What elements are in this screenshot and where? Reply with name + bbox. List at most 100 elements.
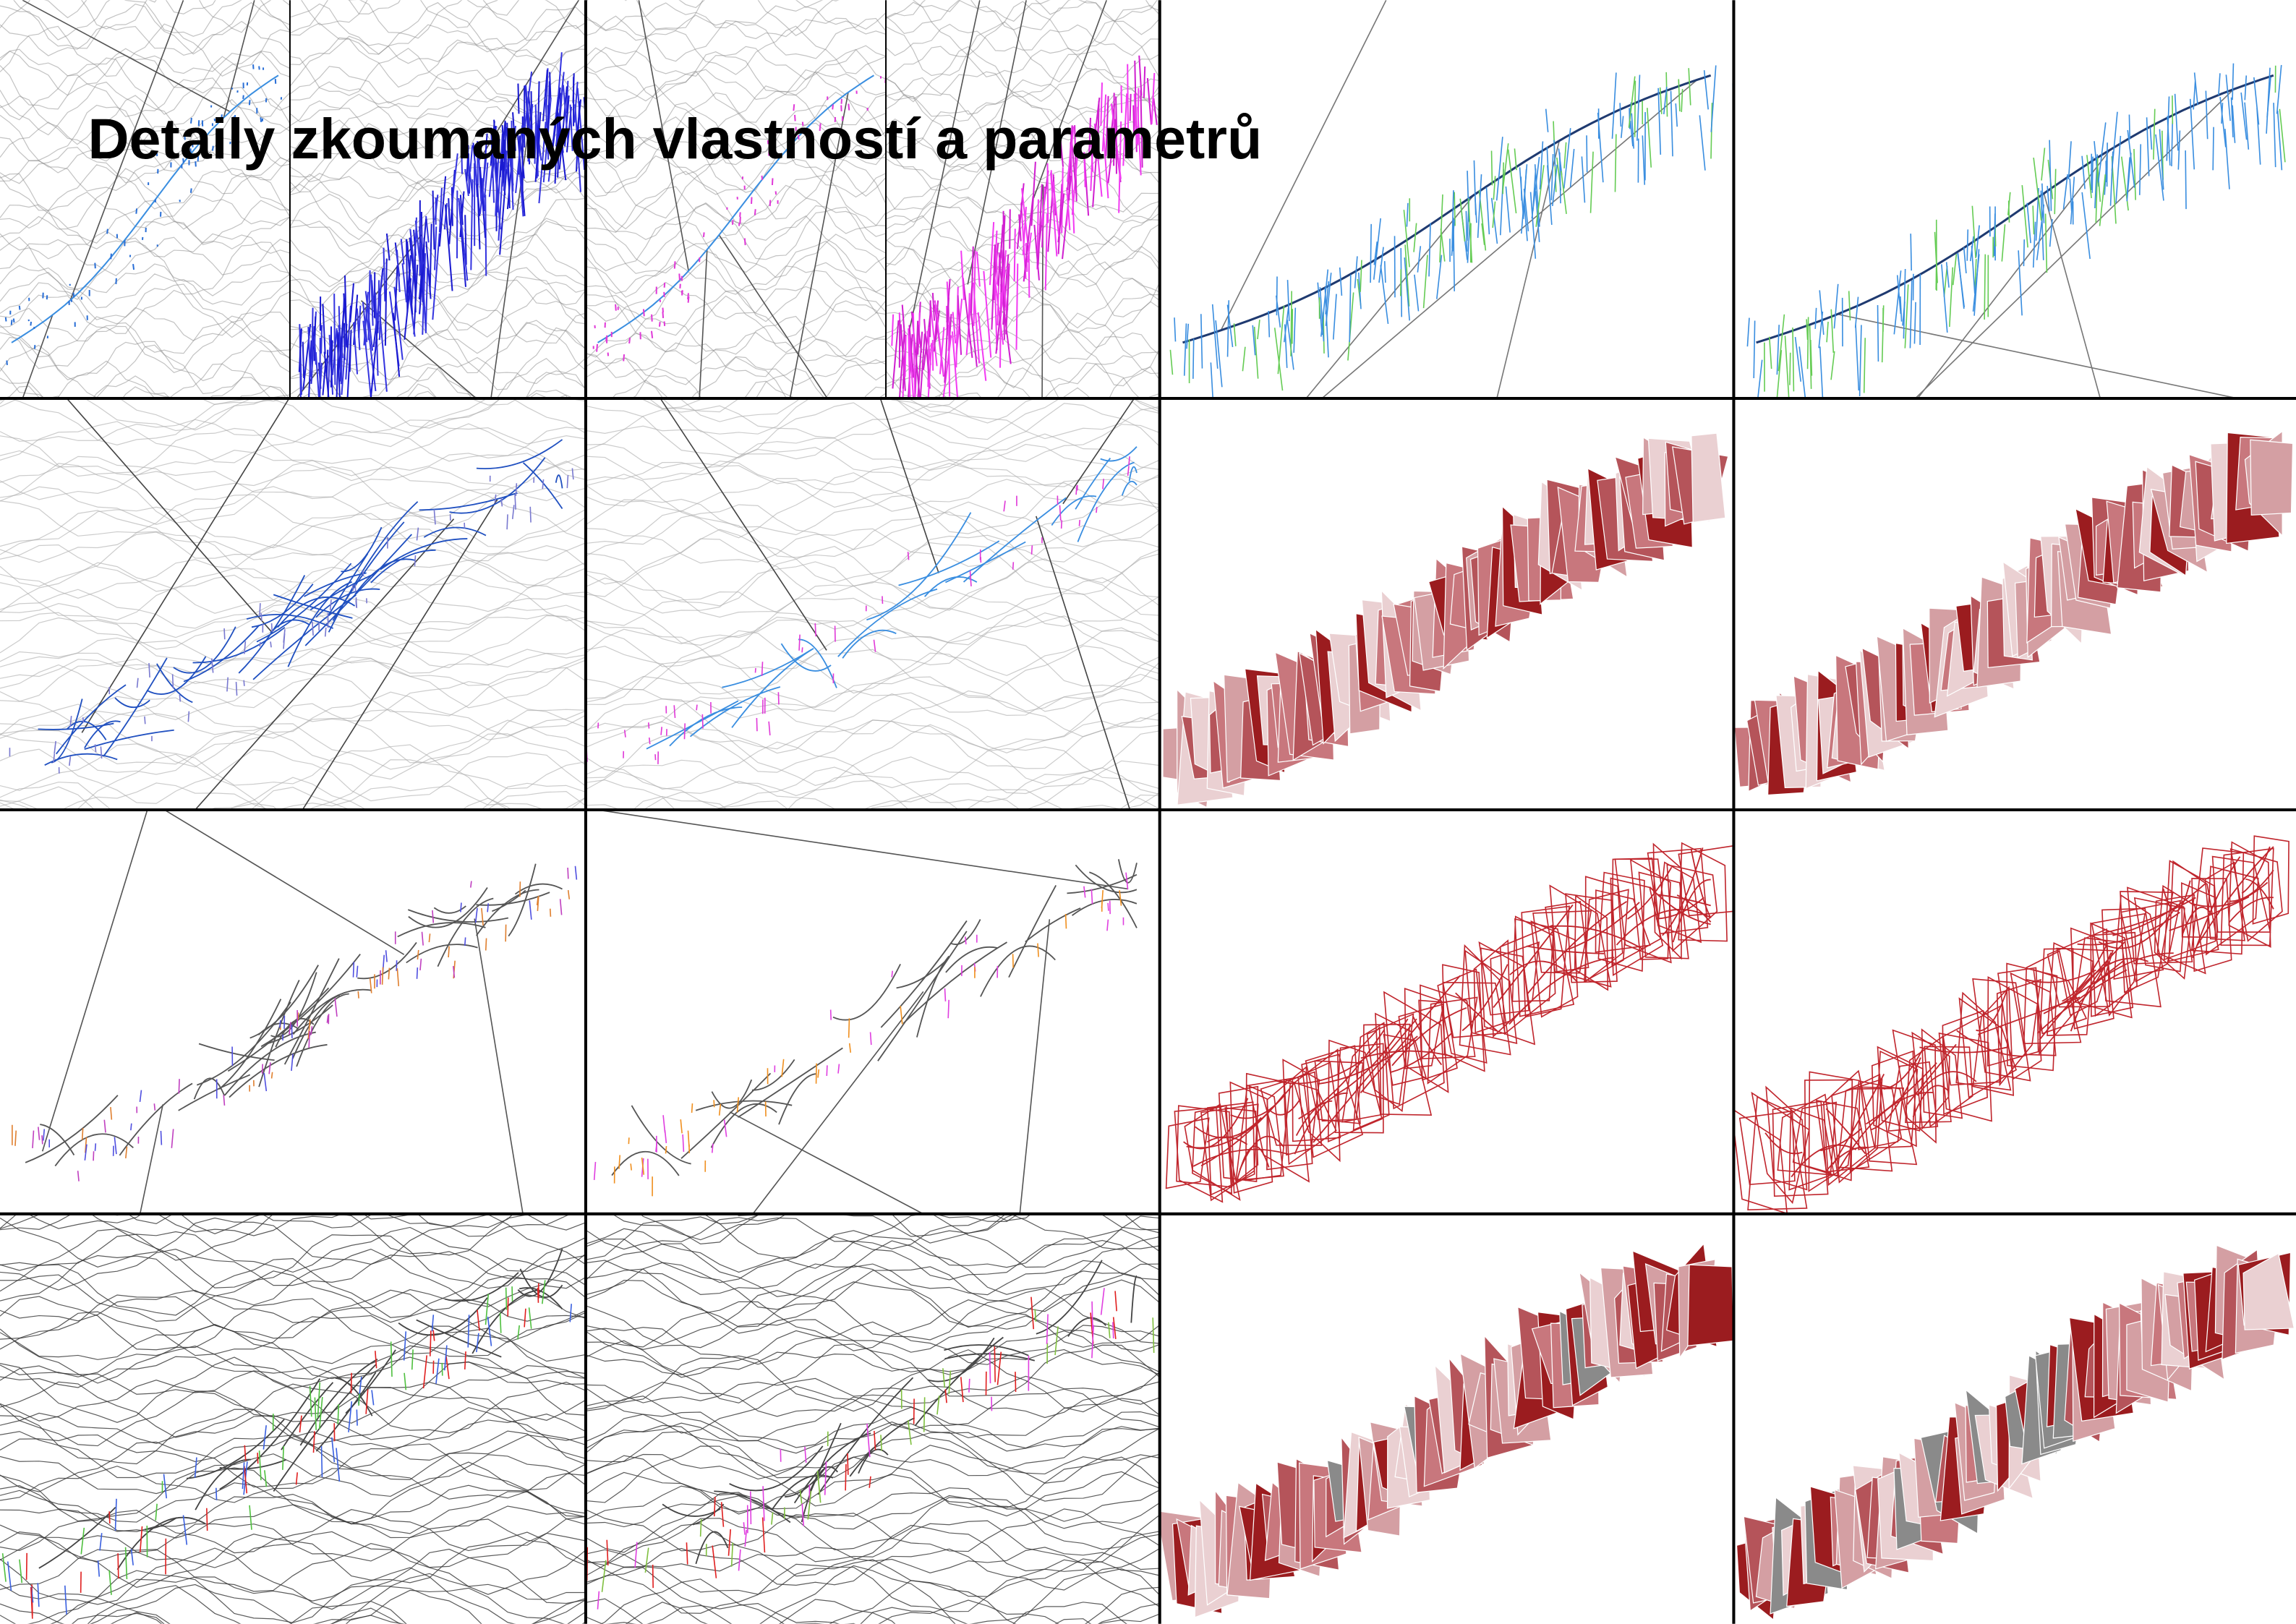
profile-tick bbox=[756, 718, 757, 731]
profile-tick bbox=[83, 717, 84, 722]
profile-tick bbox=[350, 338, 351, 372]
profile-tick bbox=[696, 705, 697, 711]
profile-tick bbox=[2107, 142, 2108, 187]
profile-tick bbox=[945, 988, 946, 1001]
profile-tick bbox=[442, 1363, 443, 1376]
profile-tick bbox=[1385, 261, 1386, 283]
profile-tick bbox=[845, 1464, 846, 1490]
profile-tick bbox=[487, 903, 488, 912]
profile-tick bbox=[358, 991, 359, 999]
profile-tick bbox=[849, 1018, 850, 1038]
profile-tick bbox=[567, 475, 568, 488]
profile-tick bbox=[448, 946, 449, 957]
profile-tick bbox=[881, 1435, 882, 1450]
profile-tick bbox=[417, 967, 418, 979]
profile-tick bbox=[905, 336, 906, 377]
profile-tick bbox=[965, 936, 966, 944]
profile-tick bbox=[1066, 914, 1067, 928]
profile-tick bbox=[1370, 224, 1371, 283]
profile-tick bbox=[1029, 252, 1030, 298]
profile-tick bbox=[948, 1000, 949, 1018]
profile-tick bbox=[30, 322, 31, 325]
profile-tick bbox=[207, 1508, 208, 1531]
profile-tick bbox=[1808, 317, 1809, 369]
profile-tick bbox=[550, 909, 551, 917]
title: Detaily zkoumaných vlastností a parametr… bbox=[88, 107, 1262, 171]
profile-tick bbox=[236, 682, 237, 696]
profile-tick bbox=[629, 338, 630, 343]
page: {"header": {"title": "Detaily zkoumaných… bbox=[0, 0, 2296, 1624]
profile-tick bbox=[1032, 545, 1033, 555]
profile-tick bbox=[1091, 889, 1092, 905]
profile-tick bbox=[82, 1128, 83, 1140]
profile-tick bbox=[969, 1379, 970, 1393]
profile-tick bbox=[661, 727, 662, 735]
profile-tick bbox=[1276, 276, 1277, 315]
profile-tick bbox=[692, 1103, 693, 1113]
profile-tick bbox=[682, 291, 683, 294]
profile-tick bbox=[653, 1565, 654, 1588]
profile-tick bbox=[259, 66, 260, 69]
profile-tick bbox=[702, 714, 703, 729]
profile-tick bbox=[2092, 157, 2093, 193]
profile-tick bbox=[520, 881, 521, 897]
profile-tick bbox=[272, 1072, 273, 1079]
profile-tick bbox=[990, 1352, 991, 1383]
profile-tick bbox=[665, 1146, 666, 1153]
profile-tick bbox=[309, 1031, 310, 1048]
profile-tick bbox=[506, 1288, 507, 1310]
profile-tick bbox=[831, 1009, 832, 1020]
profile-tick bbox=[994, 1346, 995, 1382]
profile-tick bbox=[243, 95, 244, 99]
profile-tick bbox=[270, 641, 271, 647]
profile-tick bbox=[303, 342, 304, 378]
profile-tick bbox=[538, 1288, 539, 1303]
profile-tick bbox=[649, 738, 650, 744]
profile-tick bbox=[93, 1151, 94, 1161]
profile-tick bbox=[191, 188, 192, 192]
profile-tick bbox=[745, 239, 746, 246]
profile-tick bbox=[430, 1330, 431, 1356]
profile-tick bbox=[136, 208, 137, 213]
profile-tick bbox=[42, 1135, 43, 1144]
profile-tick bbox=[6, 317, 7, 322]
profile-tick bbox=[149, 663, 150, 678]
profile-tick bbox=[1113, 1322, 1114, 1338]
profile-tick bbox=[1984, 255, 1985, 320]
profile-tick bbox=[452, 187, 453, 226]
profile-tick bbox=[334, 294, 335, 385]
profile-tick bbox=[224, 628, 225, 639]
profile-tick bbox=[325, 628, 326, 637]
profile-tick bbox=[662, 312, 663, 318]
profile-tick bbox=[173, 674, 174, 688]
profile-tick bbox=[352, 585, 353, 591]
profile-tick bbox=[1635, 81, 1636, 137]
profile-tick bbox=[841, 99, 842, 104]
profile-tick bbox=[530, 507, 531, 523]
profile-tick bbox=[930, 300, 931, 337]
profile-tick bbox=[1015, 1372, 1016, 1392]
poster: Detaily zkoumaných vlastností a parametr… bbox=[0, 0, 2296, 1624]
profile-tick bbox=[179, 695, 180, 702]
profile-tick bbox=[772, 178, 773, 185]
profile-tick bbox=[679, 273, 680, 280]
profile-tick bbox=[1079, 520, 1080, 526]
profile-tick bbox=[131, 1124, 132, 1130]
profile-tick bbox=[2023, 239, 2024, 266]
profile-tick bbox=[688, 296, 689, 303]
profile-tick bbox=[507, 514, 508, 529]
profile-tick bbox=[755, 209, 756, 215]
profile-tick bbox=[1092, 1302, 1093, 1331]
profile-tick bbox=[740, 212, 741, 216]
profile-tick bbox=[1967, 229, 1968, 260]
profile-tick bbox=[924, 1397, 925, 1432]
profile-tick bbox=[322, 1446, 323, 1477]
profile-tick bbox=[415, 249, 416, 312]
profile-tick bbox=[664, 292, 665, 297]
profile-tick bbox=[216, 1488, 217, 1500]
profile-tick bbox=[355, 584, 356, 592]
profile-tick bbox=[280, 1020, 281, 1027]
profile-tick bbox=[356, 597, 357, 608]
profile-tick bbox=[908, 552, 909, 560]
profile-tick bbox=[1013, 954, 1014, 967]
